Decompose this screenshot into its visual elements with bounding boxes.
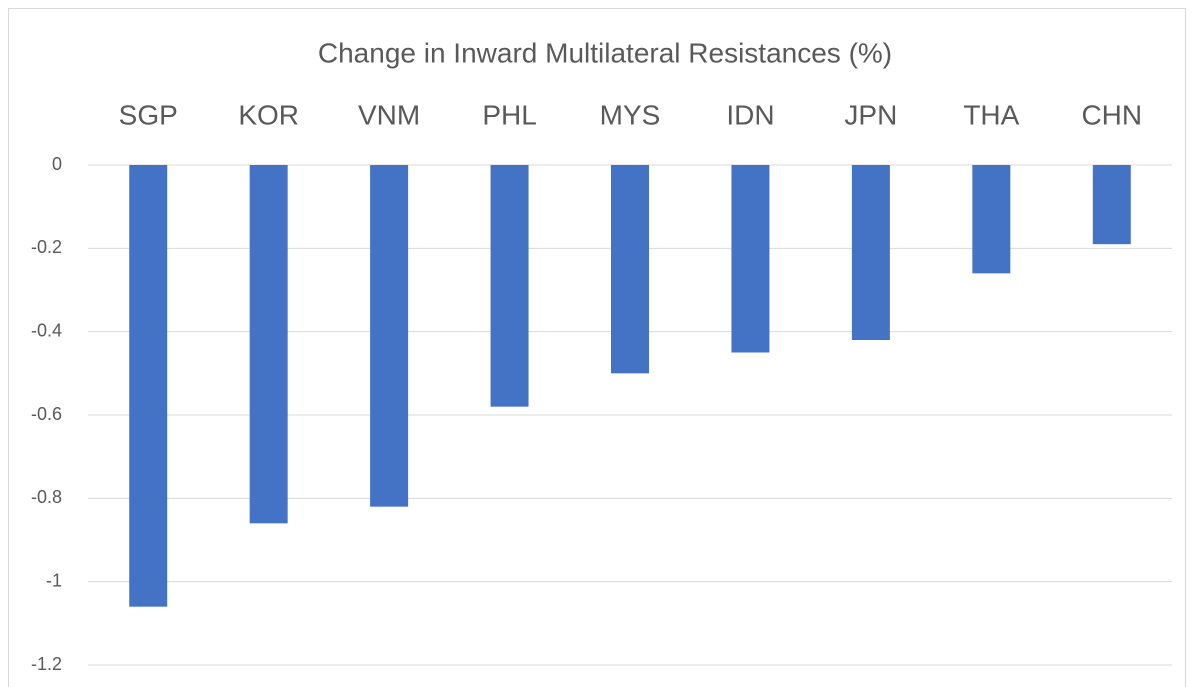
x-tick-label: CHN — [1081, 99, 1142, 130]
y-tick-label: -0.8 — [31, 487, 62, 507]
x-tick-label: SGP — [119, 99, 178, 130]
y-tick-label: -1 — [46, 570, 62, 590]
bar — [1092, 165, 1131, 245]
bar — [129, 165, 168, 607]
bar — [490, 165, 529, 407]
y-tick-label: -1.2 — [31, 654, 62, 674]
bar — [972, 165, 1011, 274]
y-tick-label: -0.6 — [31, 404, 62, 424]
x-tick-label: JPN — [844, 99, 897, 130]
x-tick-label: VNM — [358, 99, 420, 130]
bar — [731, 165, 770, 353]
y-tick-label: -0.4 — [31, 320, 62, 340]
y-tick-label: 0 — [52, 154, 62, 174]
chart-title: Change in Inward Multilateral Resistance… — [318, 37, 892, 68]
x-tick-label: IDN — [726, 99, 774, 130]
bar — [851, 165, 890, 340]
x-tick-label: MYS — [600, 99, 661, 130]
bar — [370, 165, 409, 507]
x-tick-label: PHL — [482, 99, 536, 130]
chart-frame — [8, 8, 1186, 687]
bar — [611, 165, 649, 374]
y-tick-label: -0.2 — [31, 237, 62, 257]
bar — [249, 165, 288, 524]
x-tick-label: KOR — [238, 99, 299, 130]
x-tick-label: THA — [963, 99, 1019, 130]
